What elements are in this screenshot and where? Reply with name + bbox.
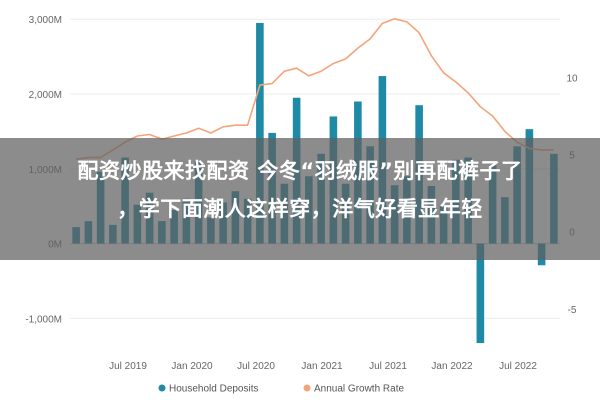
x-tick-label: Jul 2019: [109, 361, 147, 372]
headline[interactable]: 配资炒股来找配资 今冬“羽绒服”别再配裤子了 ，学下面潮人这样穿，洋气好看显年轻: [0, 152, 600, 228]
bar-15: [256, 22, 264, 244]
legend-label-growth: Annual Growth Rate: [314, 384, 404, 395]
x-axis: Jul 2019 Jan 2020 Jul 2020 Jan 2021 Jul 2021…: [109, 361, 537, 372]
headline-line-2: ，学下面潮人这样穿，洋气好看显年轻: [117, 197, 483, 221]
legend: Household Deposits Annual Growth Rate: [158, 384, 404, 395]
x-tick-label: Jul 2022: [499, 361, 537, 372]
right-tick-label: 10: [566, 73, 578, 84]
left-tick-label: -1,000M: [25, 314, 62, 325]
legend-marker-deposits: [158, 384, 166, 392]
right-tick-label: -5: [568, 305, 577, 316]
x-tick-label: Jan 2022: [431, 361, 473, 372]
legend-marker-growth: [303, 384, 311, 392]
x-tick-label: Jan 2021: [301, 361, 343, 372]
x-tick-label: Jul 2021: [369, 361, 407, 372]
bar-33: [476, 243, 485, 344]
legend-label-deposits: Household Deposits: [169, 384, 259, 395]
x-tick-label: Jan 2020: [171, 361, 213, 372]
left-tick-label: 3,000M: [29, 15, 62, 26]
x-tick-label: Jul 2020: [237, 361, 275, 372]
growth-line: [75, 17, 554, 160]
headline-line-1: 配资炒股来找配资 今冬“羽绒服”别再配裤子了: [77, 159, 523, 183]
left-tick-label: 2,000M: [29, 90, 62, 101]
headline-banner: [0, 138, 600, 260]
growth-line-layer: [75, 17, 554, 160]
